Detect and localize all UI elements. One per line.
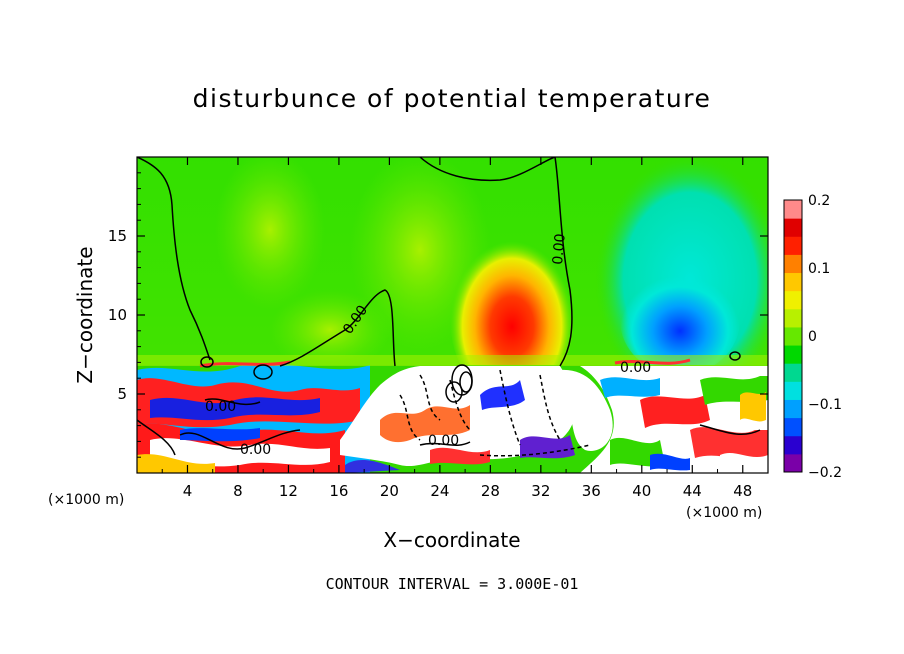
colorbar-tick-label: 0.1 bbox=[808, 261, 830, 277]
colorbar-swatch bbox=[784, 381, 802, 400]
x-tick-label: 16 bbox=[329, 482, 348, 500]
colorbar-tick-label: 0.2 bbox=[808, 193, 830, 209]
x-tick-label: 40 bbox=[632, 482, 651, 500]
x-unit-label-right: (×1000 m) bbox=[686, 505, 762, 521]
contour-lines bbox=[137, 157, 761, 457]
colorbar-swatch bbox=[784, 363, 802, 382]
x-tick-label: 24 bbox=[430, 482, 449, 500]
contour-labels: 0.00 0.00 0.00 0.00 0.00 0.00 bbox=[205, 233, 651, 458]
x-tick-label: 48 bbox=[733, 482, 752, 500]
y-tick-label: 10 bbox=[108, 306, 127, 324]
x-tick-label: 4 bbox=[183, 482, 193, 500]
colorbar-swatch bbox=[784, 435, 802, 455]
x-unit-label: (×1000 m) bbox=[48, 492, 124, 508]
colorbar-swatch bbox=[784, 308, 802, 328]
contour-label: 0.00 bbox=[428, 433, 459, 449]
colorbar-ticks: 0.2 0.1 0 −0.1 −0.2 bbox=[808, 193, 842, 481]
colorbar-swatch bbox=[784, 200, 802, 219]
colorbar-swatch bbox=[784, 417, 802, 437]
x-axis-title: X−coordinate bbox=[383, 528, 520, 552]
colorbar-tick-label: −0.2 bbox=[808, 465, 842, 481]
x-tick-label: 8 bbox=[233, 482, 243, 500]
contour-label: 0.00 bbox=[550, 233, 569, 265]
y-tick-label: 5 bbox=[117, 385, 127, 403]
y-axis: 5 10 15 bbox=[108, 172, 768, 458]
contour-negative bbox=[399, 369, 591, 457]
contour-label: 0.00 bbox=[205, 399, 236, 415]
colorbar-swatch bbox=[784, 399, 802, 419]
contour-label: 0.00 bbox=[240, 442, 271, 458]
x-axis: 4 8 12 16 20 24 28 32 36 40 44 48 bbox=[161, 157, 752, 500]
colorbar-swatch bbox=[784, 326, 802, 346]
colorbar bbox=[783, 199, 803, 473]
contour-label: 0.00 bbox=[620, 360, 651, 376]
colorbar-tick-label: −0.1 bbox=[808, 397, 842, 413]
contour-zero-lower bbox=[137, 398, 761, 456]
shaded-field bbox=[137, 157, 768, 473]
colorbar-swatch bbox=[784, 236, 802, 255]
colorbar-swatch bbox=[784, 218, 802, 237]
x-tick-label: 20 bbox=[380, 482, 399, 500]
colorbar-swatch bbox=[784, 272, 802, 292]
colorbar-swatch bbox=[784, 453, 802, 473]
x-tick-label: 32 bbox=[531, 482, 550, 500]
colorbar-frame bbox=[783, 199, 803, 473]
colorbar-tick-label: 0 bbox=[808, 329, 817, 345]
contour-zero-upper bbox=[137, 157, 573, 367]
x-tick-label: 28 bbox=[481, 482, 500, 500]
x-tick-label: 36 bbox=[582, 482, 601, 500]
colorbar-swatch bbox=[784, 254, 802, 274]
chart-title: disturbunce of potential temperature bbox=[192, 84, 712, 113]
colorbar-swatch bbox=[784, 290, 802, 310]
y-tick-label: 15 bbox=[108, 227, 127, 245]
x-tick-label: 44 bbox=[683, 482, 702, 500]
contour-interval-note: CONTOUR INTERVAL = 3.000E-01 bbox=[325, 575, 579, 593]
colorbar-swatch bbox=[784, 345, 802, 364]
x-tick-label: 12 bbox=[279, 482, 298, 500]
y-axis-title: Z−coordinate bbox=[73, 246, 97, 383]
